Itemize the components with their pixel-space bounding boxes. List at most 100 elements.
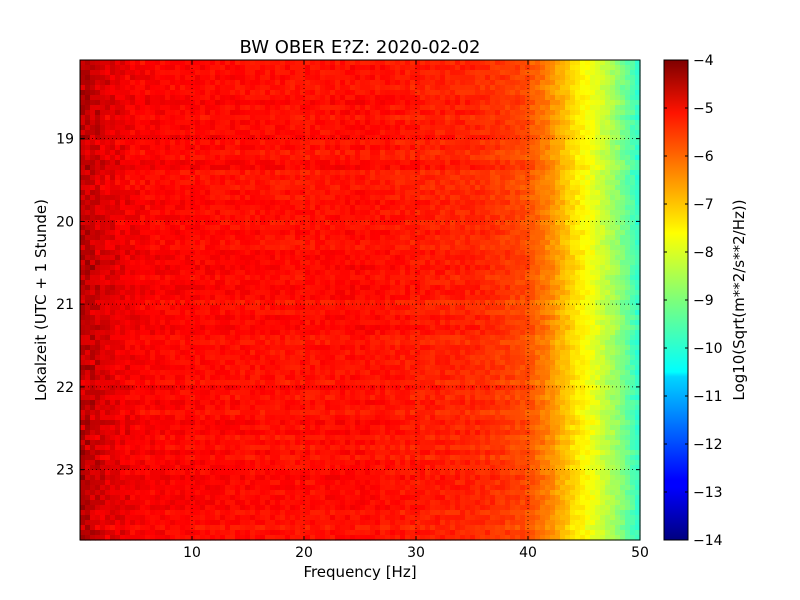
heatmap-cell <box>555 250 561 256</box>
heatmap-cell <box>570 235 576 241</box>
heatmap-cell <box>160 130 166 136</box>
heatmap-cell <box>195 125 201 131</box>
heatmap-cell <box>190 160 196 166</box>
heatmap-cell <box>285 145 291 151</box>
heatmap-cell <box>395 95 401 101</box>
heatmap-cell <box>625 230 631 236</box>
heatmap-cell <box>150 175 156 181</box>
heatmap-cell <box>275 255 281 261</box>
heatmap-cell <box>425 140 431 146</box>
heatmap-cell <box>235 230 241 236</box>
heatmap-cell <box>160 190 166 196</box>
heatmap-cell <box>590 160 596 166</box>
heatmap-cell <box>530 255 536 261</box>
heatmap-cell <box>515 255 521 261</box>
heatmap-cell <box>150 75 156 81</box>
heatmap-cell <box>620 155 626 161</box>
heatmap-cell <box>370 255 376 261</box>
heatmap-cell <box>470 75 476 81</box>
heatmap-cell <box>520 75 526 81</box>
heatmap-cell <box>470 265 476 271</box>
heatmap-cell <box>315 220 321 226</box>
heatmap-cell <box>430 240 436 246</box>
heatmap-cell <box>300 105 306 111</box>
heatmap-cell <box>565 185 571 191</box>
heatmap-cell <box>180 180 186 186</box>
heatmap-cell <box>460 60 466 66</box>
heatmap-cell <box>575 255 581 261</box>
heatmap-cell <box>470 200 476 206</box>
heatmap-cell <box>240 170 246 176</box>
heatmap-cell <box>530 140 536 146</box>
heatmap-cell <box>370 60 376 66</box>
heatmap-cell <box>510 230 516 236</box>
heatmap-cell <box>590 240 596 246</box>
heatmap-cell <box>420 240 426 246</box>
heatmap-cell <box>520 260 526 266</box>
heatmap-cell <box>165 240 171 246</box>
heatmap-cell <box>420 65 426 71</box>
heatmap-cell <box>490 260 496 266</box>
heatmap-cell <box>350 140 356 146</box>
heatmap-cell <box>540 140 546 146</box>
heatmap-cell <box>470 185 476 191</box>
heatmap-cell <box>585 125 591 131</box>
heatmap-cell <box>260 165 266 171</box>
heatmap-cell <box>560 210 566 216</box>
heatmap-cell <box>160 230 166 236</box>
heatmap-cell <box>170 105 176 111</box>
heatmap-cell <box>415 80 421 86</box>
heatmap-cell <box>410 270 416 276</box>
heatmap-cell <box>330 135 336 141</box>
heatmap-cell <box>500 260 506 266</box>
heatmap-cell <box>405 105 411 111</box>
heatmap-cell <box>150 95 156 101</box>
heatmap-cell <box>155 140 161 146</box>
heatmap-cell <box>545 190 551 196</box>
heatmap-cell <box>380 150 386 156</box>
heatmap-cell <box>130 80 136 86</box>
heatmap-cell <box>120 230 126 236</box>
heatmap-cell <box>410 135 416 141</box>
heatmap-cell <box>610 205 616 211</box>
heatmap-cell <box>455 255 461 261</box>
heatmap-cell <box>145 120 151 126</box>
heatmap-cell <box>425 190 431 196</box>
heatmap-cell <box>545 80 551 86</box>
heatmap-cell <box>515 65 521 71</box>
heatmap-cell <box>595 185 601 191</box>
heatmap-cell <box>435 260 441 266</box>
heatmap-cell <box>245 65 251 71</box>
heatmap-cell <box>170 250 176 256</box>
heatmap-cell <box>405 130 411 136</box>
heatmap-cell <box>390 245 396 251</box>
heatmap-cell <box>310 135 316 141</box>
heatmap-cell <box>565 165 571 171</box>
heatmap-cell <box>485 155 491 161</box>
heatmap-cell <box>455 110 461 116</box>
heatmap-cell <box>425 105 431 111</box>
heatmap-cell <box>270 180 276 186</box>
heatmap-cell <box>475 205 481 211</box>
heatmap-cell <box>210 85 216 91</box>
heatmap-cell <box>90 150 96 156</box>
heatmap-cell <box>455 150 461 156</box>
heatmap-cell <box>250 125 256 131</box>
heatmap-cell <box>325 75 331 81</box>
heatmap-cell <box>510 95 516 101</box>
heatmap-cell <box>430 125 436 131</box>
heatmap-cell <box>535 140 541 146</box>
heatmap-cell <box>205 60 211 66</box>
heatmap-cell <box>385 100 391 106</box>
heatmap-cell <box>270 280 276 286</box>
heatmap-cell <box>615 60 621 66</box>
heatmap-cell <box>425 210 431 216</box>
heatmap-cell <box>250 160 256 166</box>
heatmap-cell <box>550 70 556 76</box>
heatmap-cell <box>490 190 496 196</box>
heatmap-cell <box>165 110 171 116</box>
heatmap-cell <box>520 225 526 231</box>
heatmap-cell <box>410 130 416 136</box>
heatmap-cell <box>600 260 606 266</box>
heatmap-cell <box>215 245 221 251</box>
